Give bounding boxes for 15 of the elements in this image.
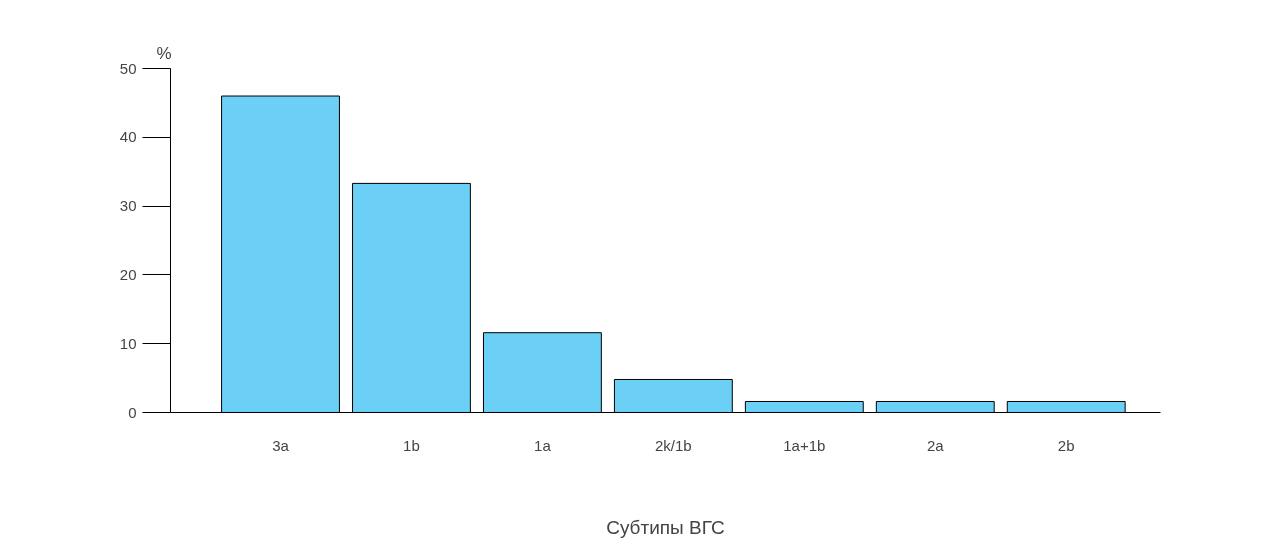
x-tick-label: 2k/1b (655, 436, 692, 454)
x-tick-label: 2b (1057, 436, 1075, 454)
y-tick-label: 50 (119, 59, 137, 77)
y-tick-label: 40 (119, 128, 137, 146)
y-tick-label: 10 (119, 334, 137, 352)
y-tick-label: 30 (119, 197, 137, 215)
y-tick-label: 0 (128, 403, 137, 421)
y-axis-title: % (156, 43, 172, 63)
x-tick-label: 3a (272, 436, 290, 454)
x-tick-label: 1a+1b (783, 436, 826, 454)
y-tick-label: 20 (119, 265, 137, 283)
x-axis-title: Субтипы ВГС (606, 516, 725, 538)
x-tick-label: 1b (403, 436, 420, 454)
x-tick-label: 2a (926, 436, 945, 454)
x-tick-label: 1a (534, 436, 552, 454)
